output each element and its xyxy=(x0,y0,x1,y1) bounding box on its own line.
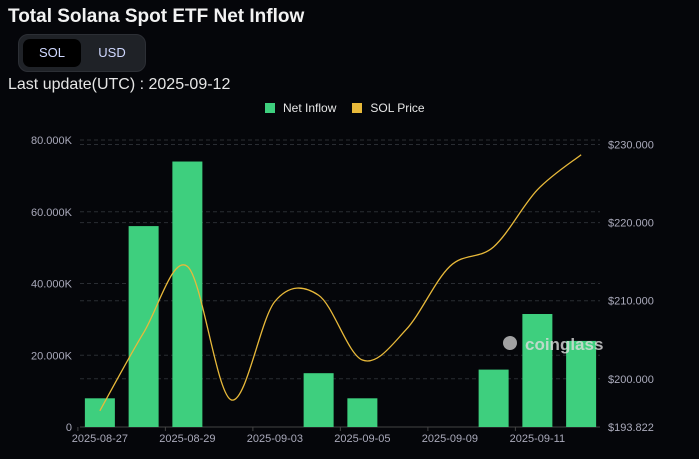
bar-2025-09-12 xyxy=(566,340,597,427)
page-title: Total Solana Spot ETF Net Inflow xyxy=(8,6,305,27)
legend-label: Net Inflow xyxy=(283,101,337,115)
bar-2025-09-10 xyxy=(478,369,509,427)
left-tick-label: 0 xyxy=(66,422,72,434)
right-tick-label: $230.000 xyxy=(608,140,654,152)
x-tick-label: 2025-09-05 xyxy=(334,433,390,445)
left-tick-label: 20.000K xyxy=(31,350,73,362)
legend-sol-price[interactable]: SOL Price xyxy=(352,101,425,115)
bar-2025-08-27 xyxy=(84,398,115,427)
bar-2025-08-29 xyxy=(172,161,203,427)
watermark: coinglass xyxy=(525,335,603,354)
left-tick-label: 40.000K xyxy=(31,279,73,291)
right-tick-label: $193.822 xyxy=(608,422,654,434)
toggle-sol[interactable]: SOL xyxy=(23,39,81,67)
x-tick-label: 2025-09-09 xyxy=(422,433,478,445)
bar-2025-09-04 xyxy=(303,373,334,427)
bar-2025-08-28 xyxy=(128,226,159,427)
x-tick-label: 2025-09-11 xyxy=(510,433,565,445)
legend-swatch xyxy=(265,103,275,113)
sol-price-line xyxy=(99,154,582,412)
legend-label: SOL Price xyxy=(370,101,425,115)
legend: Net Inflow SOL Price xyxy=(265,101,425,115)
toggle-usd[interactable]: USD xyxy=(98,45,126,60)
x-tick-label: 2025-09-03 xyxy=(247,433,303,445)
unit-toggle[interactable]: SOL USD xyxy=(18,34,146,72)
right-tick-label: $210.000 xyxy=(608,296,654,308)
x-tick-label: 2025-08-29 xyxy=(159,433,215,445)
right-tick-label: $220.000 xyxy=(608,218,654,230)
right-tick-label: $200.000 xyxy=(608,374,654,386)
x-tick-label: 2025-08-27 xyxy=(72,433,128,445)
bar-2025-09-05 xyxy=(347,398,378,427)
coinglass-logo-icon xyxy=(503,336,517,350)
bar-2025-09-11 xyxy=(522,313,553,427)
last-update: Last update(UTC) : 2025-09-12 xyxy=(8,76,231,93)
left-tick-label: 60.000K xyxy=(31,207,73,219)
legend-swatch xyxy=(352,103,363,113)
left-tick-label: 80.000K xyxy=(31,135,73,147)
legend-net-inflow[interactable]: Net Inflow xyxy=(265,101,336,115)
